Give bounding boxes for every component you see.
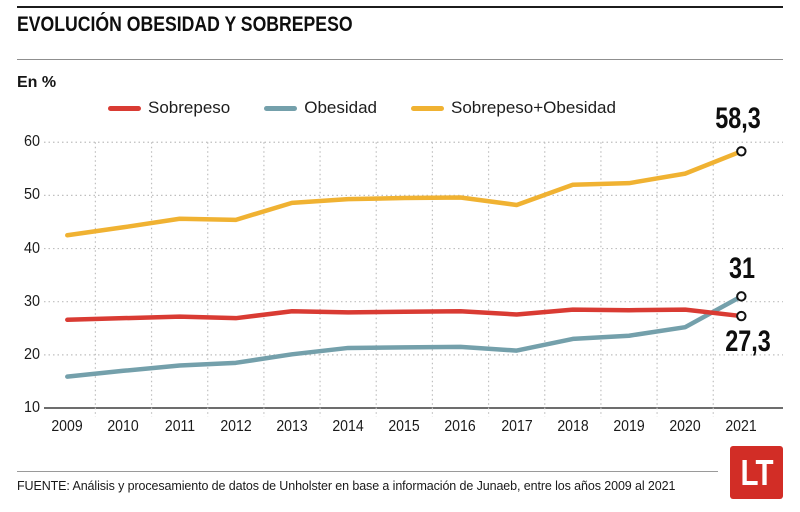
lt-logo-text: LT bbox=[740, 451, 773, 493]
legend-swatch-icon bbox=[108, 105, 141, 111]
x-axis-tick-label: 2020 bbox=[669, 418, 701, 435]
value-label-sobrepeso: 27,3 bbox=[724, 325, 771, 358]
x-axis-tick-label: 2014 bbox=[332, 418, 364, 435]
page-title: EVOLUCIÓN OBESIDAD Y SOBREPESO bbox=[17, 13, 353, 36]
y-axis-tick-label: 20 bbox=[23, 345, 40, 363]
legend-label: Sobrepeso bbox=[148, 98, 231, 117]
top-rule bbox=[17, 6, 783, 8]
value-label-sobrepeso-obesidad: 58,3 bbox=[714, 102, 761, 135]
x-axis-tick-label: 2012 bbox=[220, 418, 252, 435]
y-axis-tick-label: 30 bbox=[23, 292, 40, 310]
lt-logo: LT bbox=[730, 446, 783, 499]
x-axis-tick-label: 2011 bbox=[164, 418, 195, 435]
legend-swatch-icon bbox=[264, 105, 298, 111]
x-axis-tick-label: 2009 bbox=[51, 418, 83, 435]
x-axis-tick-label: 2015 bbox=[388, 418, 420, 435]
series-line-obesidad bbox=[65, 294, 744, 379]
legend-item-obesidad: Obesidad bbox=[264, 98, 377, 118]
y-axis-tick-label: 40 bbox=[23, 239, 40, 257]
x-axis-tick-label: 2021 bbox=[725, 418, 757, 435]
unit-label: En % bbox=[17, 74, 57, 91]
x-axis-tick-label: 2017 bbox=[500, 418, 533, 435]
chart-legend: Sobrepeso Obesidad Sobrepeso+Obesidad bbox=[108, 98, 616, 118]
footer-divider bbox=[17, 471, 718, 472]
endpoint-marker-sobrepeso bbox=[736, 310, 747, 322]
value-label-obesidad: 31 bbox=[728, 252, 755, 285]
legend-swatch-icon bbox=[411, 105, 445, 111]
legend-item-sobrepeso: Sobrepeso bbox=[108, 98, 230, 118]
legend-label: Sobrepeso+Obesidad bbox=[451, 98, 616, 117]
endpoint-marker-obesidad bbox=[736, 291, 747, 302]
x-axis-tick-label: 2019 bbox=[613, 418, 645, 435]
y-axis-tick-label: 10 bbox=[23, 399, 40, 416]
title-divider bbox=[17, 59, 783, 60]
y-axis-tick-label: 50 bbox=[23, 186, 40, 204]
x-axis-tick-label: 2010 bbox=[107, 418, 140, 435]
x-axis-tick-label: 2018 bbox=[557, 418, 589, 435]
y-axis-tick-label: 60 bbox=[23, 133, 40, 151]
legend-label: Obesidad bbox=[304, 98, 378, 117]
endpoint-marker-sobrepeso-obesidad bbox=[736, 146, 747, 157]
series-line-sobrepeso-obesidad bbox=[65, 149, 744, 238]
legend-item-sobrepeso-obesidad: Sobrepeso+Obesidad bbox=[411, 98, 616, 118]
x-axis-tick-label: 2013 bbox=[276, 418, 308, 435]
source-text: FUENTE: Análisis y procesamiento de dato… bbox=[17, 479, 676, 493]
x-axis-tick-label: 2016 bbox=[444, 418, 477, 435]
series-line-sobrepeso bbox=[65, 307, 744, 323]
